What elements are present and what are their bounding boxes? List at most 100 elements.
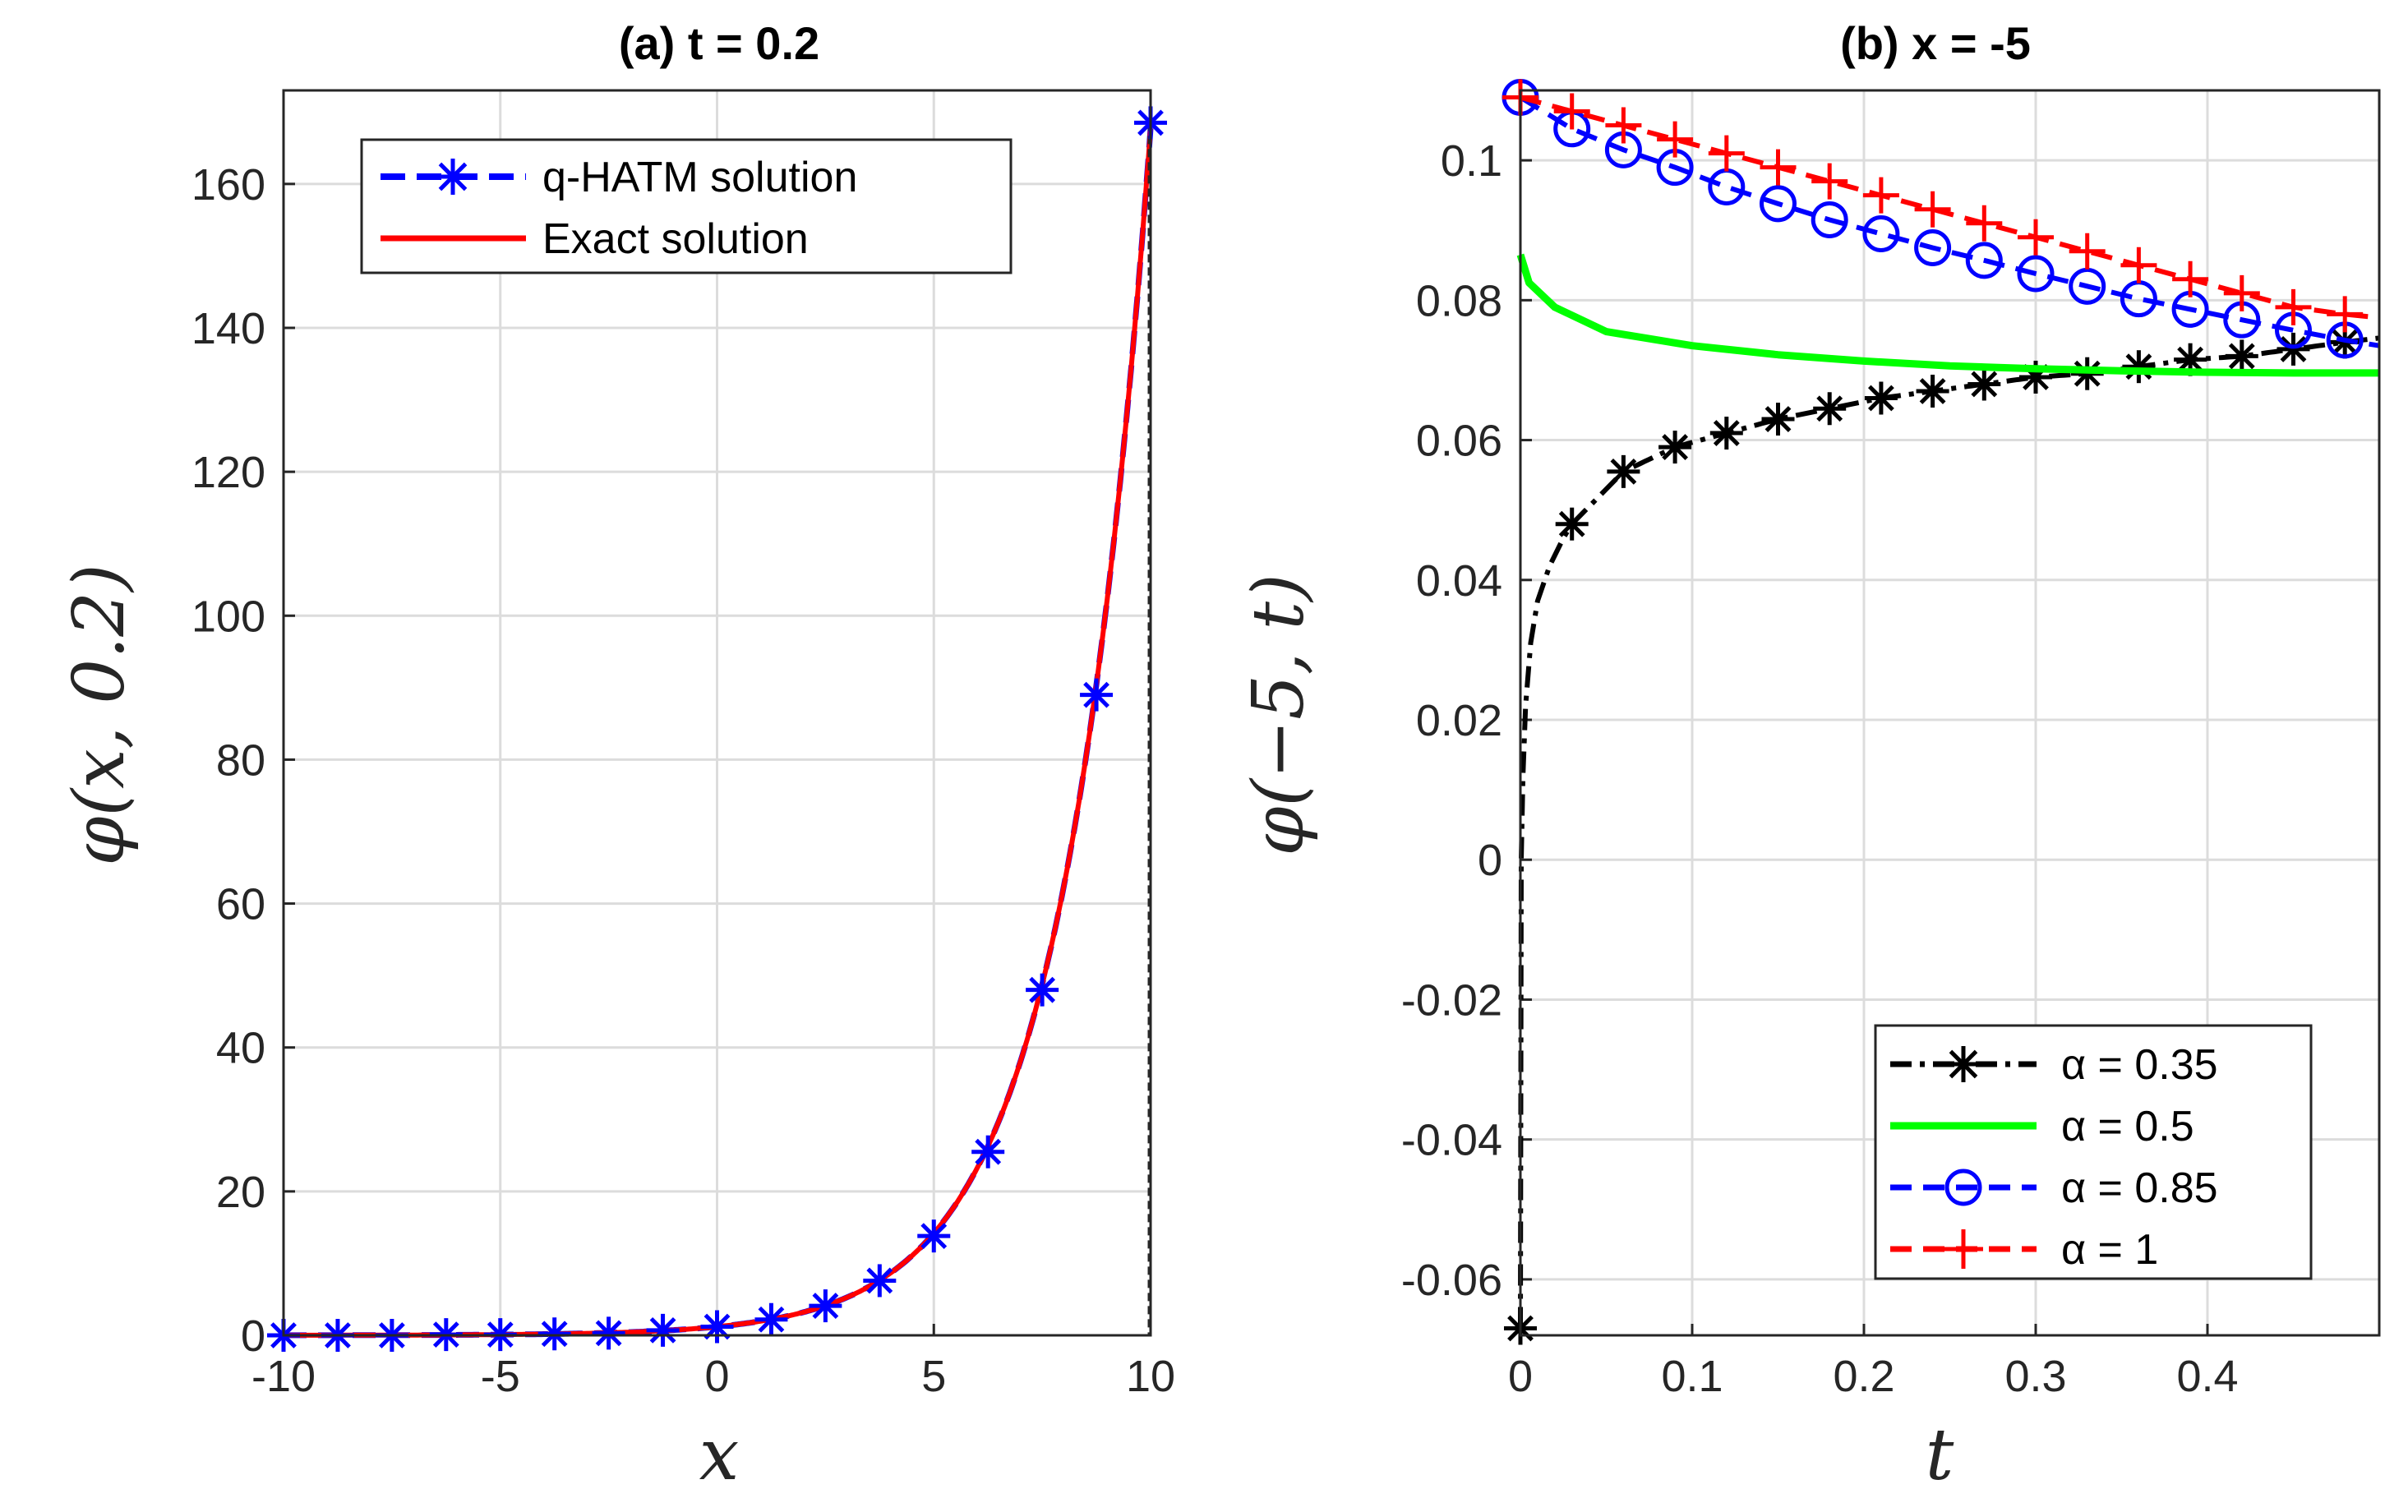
panel-a-x-tick-label: 0 bbox=[704, 1352, 729, 1401]
series-alpha-085-point bbox=[1760, 185, 1797, 223]
panel-b-tick-labels: 0 0.1 0.2 0.3 0.4 -0.06 -0.04 -0.02 0 0.02 0.04 0.0… bbox=[1401, 136, 2239, 1401]
series-alpha-035-point bbox=[1813, 392, 1847, 426]
series-q-hatm-point bbox=[917, 1219, 951, 1253]
panel-a-y-tick-label: 120 bbox=[191, 448, 265, 497]
panel-b-title: (b) x = -5 bbox=[1840, 17, 2031, 69]
series-alpha-1-point bbox=[1811, 163, 1848, 200]
series-alpha-1-point bbox=[1914, 191, 1951, 228]
legend-marker-alpha-1 bbox=[1944, 1229, 1983, 1269]
panel-b-legend-box bbox=[1874, 1024, 2313, 1280]
panel-b-y-tick-label: 0.08 bbox=[1416, 276, 1502, 325]
series-alpha-1-point bbox=[2120, 247, 2157, 284]
series-alpha-1-point bbox=[1966, 205, 2003, 242]
series-alpha-085-point bbox=[1811, 201, 1848, 238]
panel-b: (b) x = -5 0 0.1 0.2 0.3 0.4-0.06-0.04-0.020… bbox=[1238, 17, 2381, 1496]
panel-a: (a) t = 0.2 -10 -5 0 5 100204060801001201401… bbox=[58, 17, 1175, 1496]
panel-b-y-tick-label: 0.06 bbox=[1416, 417, 1502, 466]
series-alpha-1-point bbox=[2275, 288, 2312, 325]
series-q-hatm-point bbox=[1026, 973, 1059, 1007]
series-alpha-085-point bbox=[1914, 229, 1952, 267]
series-alpha-035-point bbox=[1555, 507, 1589, 541]
series-alpha-035-point bbox=[1761, 403, 1795, 436]
panel-b-y-tick-label: 0.04 bbox=[1416, 556, 1502, 606]
series-alpha-035-point bbox=[2277, 332, 2310, 366]
series-q-hatm-point bbox=[592, 1316, 625, 1350]
series-alpha-1-point bbox=[1862, 177, 1899, 214]
series-alpha-1-point bbox=[1553, 93, 1590, 130]
panel-b-x-tick-label: 0.4 bbox=[2176, 1352, 2238, 1401]
series-alpha-1-point bbox=[2223, 274, 2260, 311]
series-alpha-085-point bbox=[1862, 214, 1900, 252]
panel-b-x-tick-label: 0 bbox=[1508, 1352, 1533, 1401]
panel-a-y-axis-label: φ(x, 0.2) bbox=[58, 564, 141, 865]
series-alpha-1-line bbox=[1520, 94, 2380, 320]
panel-b-y-tick-label: -0.04 bbox=[1401, 1116, 1502, 1165]
panel-b-x-tick-label: 0.2 bbox=[1833, 1352, 1894, 1401]
series-q-hatm-point bbox=[700, 1310, 734, 1344]
panel-b-y-tick-label: 0 bbox=[1478, 836, 1502, 885]
panel-b-y-tick-label: 0.1 bbox=[1441, 136, 1502, 186]
panel-a-x-tick-label: -5 bbox=[481, 1352, 520, 1401]
panel-a-axes-box bbox=[282, 89, 1152, 1337]
series-q-hatm-point bbox=[1080, 678, 1114, 712]
panel-b-x-tick-label: 0.1 bbox=[1661, 1352, 1723, 1401]
series-alpha-1-point bbox=[2172, 260, 2209, 297]
panel-b-y-axis-label: φ(−5, t) bbox=[1238, 574, 1320, 855]
series-alpha-1-point bbox=[2069, 233, 2106, 270]
legend-marker-alpha-035 bbox=[1945, 1046, 1981, 1082]
series-alpha-1-point bbox=[1708, 135, 1745, 172]
panel-a-y-tick-label: 20 bbox=[216, 1168, 265, 1217]
legend-label-q-hatm: q-HATM solution bbox=[542, 154, 857, 201]
panel-b-legend: α = 0.35 α = 0.5 α = 0.85 α = 1 bbox=[1874, 1024, 2313, 1280]
panel-a-y-tick-label: 160 bbox=[191, 160, 265, 210]
panel-a-legend: q-HATM solution Exact solution bbox=[360, 138, 1013, 274]
series-alpha-1-point bbox=[1605, 107, 1642, 144]
legend-label-alpha-1: α = 1 bbox=[2061, 1226, 2158, 1274]
panel-b-axes-box bbox=[1519, 89, 2381, 1337]
series-alpha-035-point bbox=[2225, 339, 2258, 373]
series-q-hatm-point bbox=[537, 1317, 571, 1351]
panel-a-y-tick-label: 140 bbox=[191, 304, 265, 353]
series-alpha-035-point bbox=[1967, 367, 2001, 401]
series-alpha-035-point bbox=[1658, 431, 1692, 464]
legend-marker-q-hatm bbox=[435, 159, 471, 195]
legend-marker-alpha-085 bbox=[1944, 1169, 1982, 1206]
panel-b-legend-items bbox=[1890, 1046, 2037, 1269]
panel-a-x-axis-label: x bbox=[699, 1414, 740, 1496]
series-alpha-1-point bbox=[2327, 296, 2364, 333]
legend-label-alpha-035: α = 0.35 bbox=[2061, 1041, 2218, 1089]
panel-a-x-tick-label: 10 bbox=[1126, 1352, 1175, 1401]
series-q-hatm-point bbox=[646, 1313, 680, 1347]
series-alpha-085-line bbox=[1519, 94, 2380, 348]
panel-a-legend-box bbox=[360, 138, 1013, 274]
panel-b-x-tick-label: 0.3 bbox=[2004, 1352, 2066, 1401]
series-alpha-035-point bbox=[1916, 374, 1949, 408]
series-q-hatm-point bbox=[754, 1302, 788, 1336]
panel-b-y-tick-label: -0.06 bbox=[1401, 1256, 1502, 1305]
series-q-hatm-point bbox=[809, 1289, 842, 1323]
panel-a-x-tick-label: 5 bbox=[921, 1352, 946, 1401]
panel-a-title: (a) t = 0.2 bbox=[619, 17, 819, 69]
panel-a-y-tick-label: 100 bbox=[191, 592, 265, 641]
series-alpha-085-point bbox=[2017, 255, 2055, 293]
legend-label-alpha-05: α = 0.5 bbox=[2061, 1103, 2194, 1150]
panel-a-x-tick-label: -10 bbox=[251, 1352, 316, 1401]
series-alpha-085-point bbox=[1965, 242, 2003, 279]
panel-a-grid bbox=[282, 90, 1152, 1337]
series-alpha-1-point bbox=[2018, 219, 2054, 256]
panel-a-y-tick-label: 0 bbox=[241, 1311, 265, 1361]
panel-b-y-tick-label: 0.02 bbox=[1416, 696, 1502, 745]
series-alpha-085-point bbox=[2069, 267, 2106, 305]
panel-a-y-tick-label: 80 bbox=[216, 735, 265, 785]
legend-label-exact: Exact solution bbox=[542, 215, 809, 263]
series-alpha-05-line bbox=[1516, 253, 2379, 377]
series-alpha-1-point bbox=[1760, 149, 1797, 186]
series-q-hatm-point bbox=[863, 1264, 897, 1298]
series-alpha-1-point bbox=[1657, 121, 1694, 158]
panel-b-y-tick-label: -0.02 bbox=[1401, 975, 1502, 1025]
panel-b-series bbox=[1502, 79, 2380, 1345]
series-q-hatm-point bbox=[971, 1135, 1005, 1169]
panel-b-x-axis-label: t bbox=[1926, 1414, 1954, 1496]
